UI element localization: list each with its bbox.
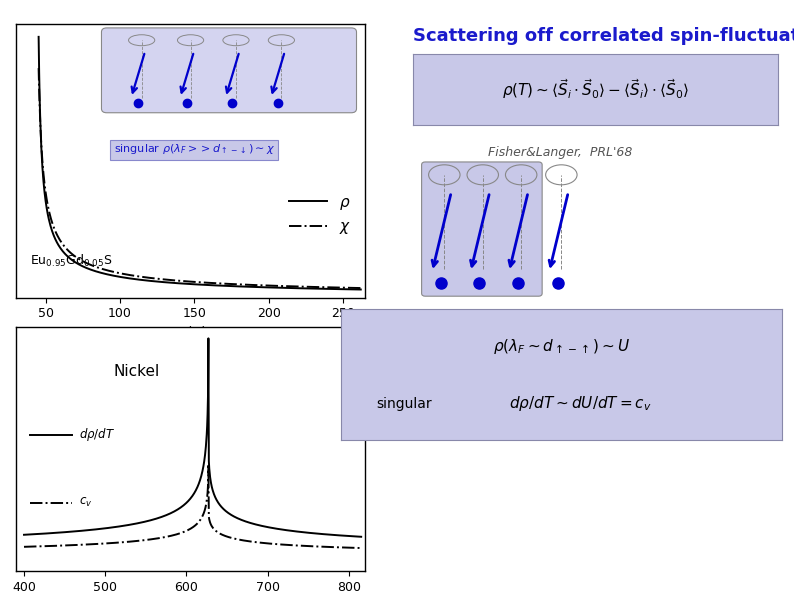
Text: $c_v$: $c_v$ [79,496,92,509]
X-axis label: T (K): T (K) [174,326,207,340]
Text: $\rho(T) \sim \langle \vec{S}_i \cdot \vec{S}_0 \rangle - \langle \vec{S}_i \ran: $\rho(T) \sim \langle \vec{S}_i \cdot \v… [502,77,689,101]
Text: Nickel: Nickel [114,364,160,379]
Text: singular: singular [376,397,432,411]
Text: Fisher&Langer,  PRL'68: Fisher&Langer, PRL'68 [488,146,633,159]
Text: $d\rho/dT$: $d\rho/dT$ [79,426,115,443]
Text: $d\rho / dT \sim dU / dT = c_v$: $d\rho / dT \sim dU / dT = c_v$ [509,394,652,413]
Text: $\rho(\lambda_F \sim d_{\uparrow-\uparrow}) \sim U$: $\rho(\lambda_F \sim d_{\uparrow-\uparro… [493,337,630,356]
FancyBboxPatch shape [102,28,357,113]
Text: Scattering off correlated spin-fluctuations: Scattering off correlated spin-fluctuati… [413,27,794,45]
Text: Eu$_{0.95}$Gd$_{0.05}$S: Eu$_{0.95}$Gd$_{0.05}$S [30,253,113,269]
FancyBboxPatch shape [422,162,542,296]
Text: singular $\rho(\lambda_F >> d_{\uparrow-\downarrow}) \sim \chi$: singular $\rho(\lambda_F >> d_{\uparrow-… [114,143,275,156]
Legend: $\rho$, $\chi$: $\rho$, $\chi$ [283,189,357,242]
